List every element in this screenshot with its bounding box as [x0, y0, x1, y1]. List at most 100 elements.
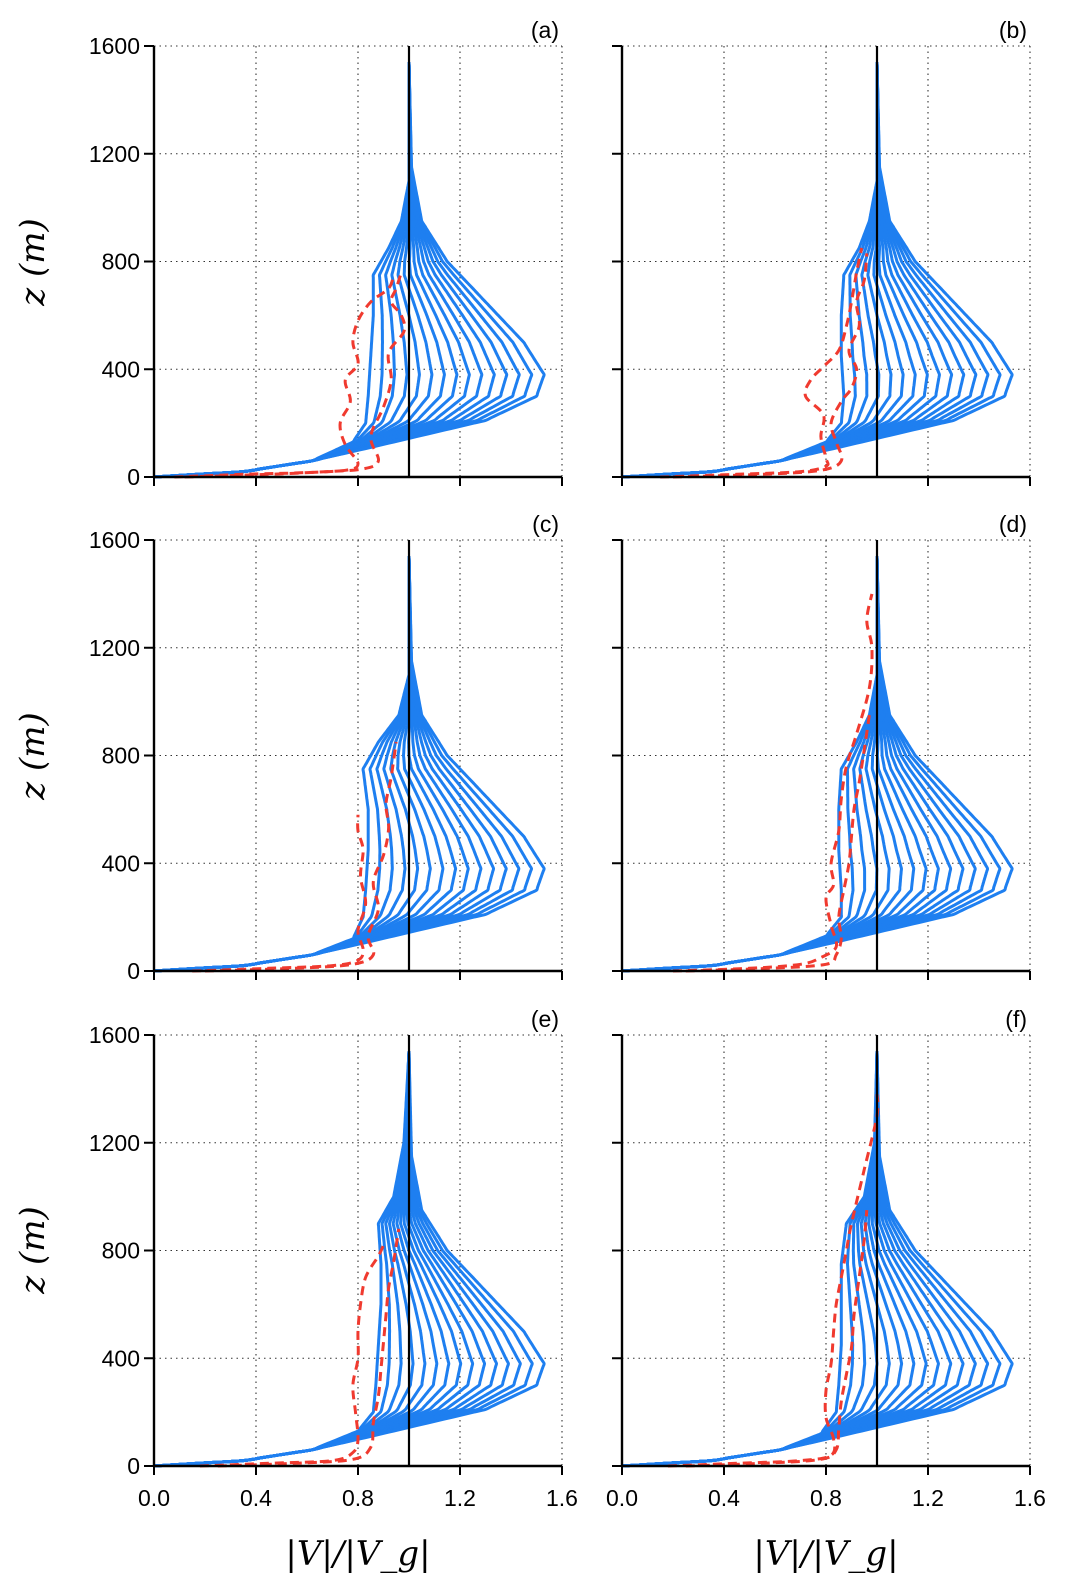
ylabel-row-3: z (m)	[13, 1206, 53, 1295]
series-line-dashed	[174, 274, 396, 479]
y-tick-label: 0	[127, 958, 140, 984]
series-line-solid	[153, 62, 411, 479]
series-line-solid	[621, 556, 928, 973]
series-line-solid	[153, 556, 546, 973]
ylabel-row-2: z (m)	[13, 712, 53, 801]
panel-c: 0 400 800 1200 1600 (c)	[89, 511, 563, 984]
series-line-solid	[153, 1051, 522, 1468]
series-line-solid	[153, 1051, 534, 1468]
x-tick-label: 0.8	[342, 1485, 374, 1511]
series-line-solid	[153, 62, 412, 479]
series-line-solid	[153, 556, 411, 973]
x-tick-label: 0.8	[810, 1485, 842, 1511]
panel-e: 0 400 800 1200 1600 0.0 0.4 0.8 1.2 1.6 (e)	[89, 1006, 578, 1511]
x-tick-label: 0.4	[240, 1485, 272, 1511]
series-line-dashed	[204, 741, 398, 973]
series-line-solid	[621, 556, 1002, 973]
series-line-solid	[621, 1051, 928, 1468]
series-line-solid	[153, 62, 411, 479]
series-line-dashed	[184, 271, 407, 479]
x-tick-label: 0.0	[138, 1485, 170, 1511]
panel-label: (f)	[1005, 1006, 1027, 1032]
ylabel-row-1: z (m)	[13, 218, 53, 307]
series-line-solid	[621, 1051, 879, 1468]
series-line-solid	[621, 62, 879, 479]
series-line-solid	[621, 62, 929, 479]
series-line-solid	[621, 1051, 1014, 1468]
series-line-solid	[153, 1051, 411, 1468]
y-tick-label: 800	[102, 743, 140, 769]
series-line-solid	[621, 62, 917, 479]
y-tick-label: 0	[127, 464, 140, 490]
x-tick-label: 1.2	[444, 1485, 476, 1511]
panel-d: (d)	[612, 511, 1031, 980]
series-line-solid	[621, 1051, 879, 1468]
series-line-dashed	[192, 814, 368, 973]
xlabel-right: |V|/|V_g|	[753, 1534, 898, 1574]
panel-label: (b)	[999, 17, 1027, 43]
y-tick-label: 1600	[89, 33, 140, 59]
y-tick-label: 400	[102, 356, 140, 382]
y-tick-label: 1600	[89, 1022, 140, 1048]
series-line-solid	[153, 1051, 475, 1468]
y-tick-label: 800	[102, 249, 140, 275]
panel-label: (a)	[531, 17, 559, 43]
panel-label: (c)	[532, 511, 559, 537]
x-tick-label: 1.6	[546, 1485, 578, 1511]
series-line-solid	[621, 62, 990, 479]
series-line-solid	[153, 556, 521, 973]
ylabel-text-1: z (m)	[13, 218, 53, 307]
series-line-solid	[153, 1051, 411, 1468]
series-line-solid	[153, 556, 445, 973]
panel-label: (d)	[999, 511, 1027, 537]
series-line-dashed	[199, 1244, 385, 1468]
series-line-solid	[621, 556, 916, 973]
x-tick-label: 0.4	[708, 1485, 740, 1511]
series-line-solid	[153, 62, 446, 479]
series-line-solid	[153, 62, 521, 479]
series-line-dashed	[672, 593, 874, 973]
series-line-solid	[621, 62, 880, 479]
xlabel-left: |V|/|V_g|	[285, 1534, 430, 1574]
series-line-dashed	[660, 247, 864, 479]
x-tick-label: 1.6	[1014, 1485, 1046, 1511]
series-line-solid	[153, 556, 534, 973]
series-line-solid	[153, 556, 411, 973]
y-tick-label: 400	[102, 850, 140, 876]
series-line-solid	[153, 1051, 411, 1468]
y-tick-label: 1200	[89, 635, 140, 661]
series-line-solid	[621, 62, 1002, 479]
series-line-solid	[153, 1051, 546, 1468]
series-line-dashed	[217, 1228, 401, 1468]
y-tick-label: 400	[102, 1345, 140, 1371]
series-line-solid	[153, 62, 412, 479]
series-line-solid	[621, 1051, 1002, 1468]
y-tick-label: 1600	[89, 527, 140, 553]
series-line-solid	[621, 1051, 879, 1468]
x-tick-label: 0.0	[606, 1485, 638, 1511]
series-line-dashed	[667, 1094, 880, 1468]
series-line-solid	[621, 62, 941, 479]
series-line-solid	[621, 62, 881, 479]
y-tick-label: 800	[102, 1238, 140, 1264]
series-line-solid	[153, 62, 434, 479]
y-tick-label: 1200	[89, 141, 140, 167]
series-line-dashed	[672, 253, 869, 479]
panel-label: (e)	[531, 1006, 559, 1032]
ylabel-text-3: z (m)	[13, 1206, 53, 1295]
panel-f: 0.0 0.4 0.8 1.2 1.6 (f)	[606, 1006, 1046, 1511]
series-line-solid	[621, 1051, 879, 1468]
y-tick-label: 1200	[89, 1130, 140, 1156]
series-line-solid	[621, 62, 1014, 479]
series-line-solid	[621, 1051, 990, 1468]
series-line-dashed	[685, 714, 871, 973]
series-line-solid	[621, 556, 1014, 973]
x-tick-label: 1.2	[912, 1485, 944, 1511]
series-line-solid	[153, 1051, 463, 1468]
series-line-solid	[621, 556, 990, 973]
panel-b: (b)	[612, 17, 1031, 486]
series-line-solid	[621, 556, 940, 973]
panel-a: 0 400 800 1200 1600 (a)	[89, 17, 563, 490]
series-line-dashed	[685, 1209, 869, 1468]
y-tick-label: 0	[127, 1453, 140, 1479]
